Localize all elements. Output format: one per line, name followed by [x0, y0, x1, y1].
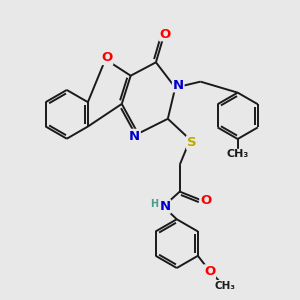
Text: O: O — [101, 51, 112, 64]
Text: O: O — [200, 194, 211, 207]
Text: CH₃: CH₃ — [226, 149, 249, 160]
Text: N: N — [173, 79, 184, 92]
Text: H: H — [150, 199, 158, 209]
Text: O: O — [204, 265, 215, 278]
Text: O: O — [159, 28, 170, 40]
Text: N: N — [129, 130, 140, 142]
Text: CH₃: CH₃ — [214, 280, 235, 290]
Text: S: S — [187, 136, 196, 149]
Text: N: N — [159, 200, 170, 213]
